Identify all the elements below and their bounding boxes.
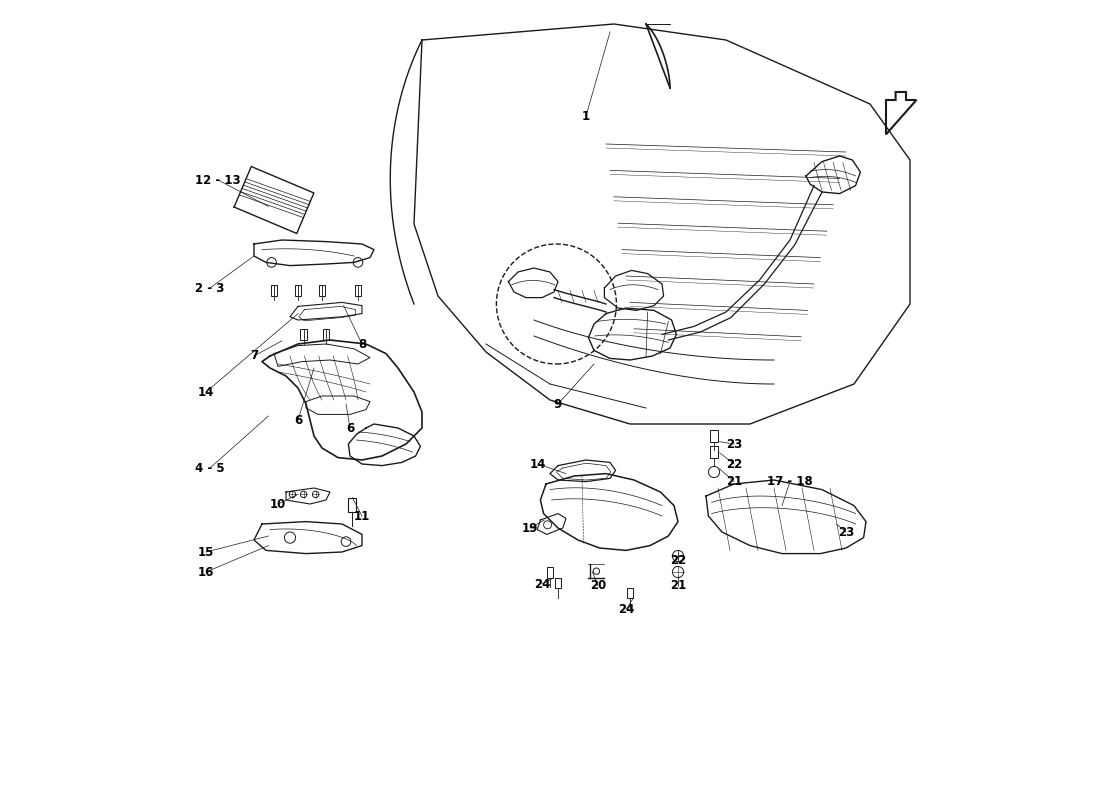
Text: 9: 9 [554,398,562,410]
Text: 2 - 3: 2 - 3 [196,282,224,294]
Text: 12 - 13: 12 - 13 [195,174,241,186]
Bar [554,578,561,588]
Bar [547,567,553,578]
Text: 6: 6 [345,422,354,434]
Text: 23: 23 [726,438,742,450]
Text: 11: 11 [354,510,370,522]
Text: 19: 19 [521,522,538,534]
Text: 8: 8 [358,338,366,350]
Text: 21: 21 [670,579,686,592]
Bar [295,285,301,296]
Text: 10: 10 [270,498,286,510]
Text: 6: 6 [294,414,302,426]
Text: 24: 24 [534,578,550,590]
Bar [319,285,326,296]
Text: 21: 21 [726,475,742,488]
Bar [355,285,361,296]
Bar [300,329,307,340]
Bar [627,588,634,598]
Bar [349,498,356,512]
Text: 24: 24 [618,603,635,616]
Text: 22: 22 [726,458,742,470]
Bar [322,329,329,340]
Text: 17 - 18: 17 - 18 [767,475,813,488]
Bar [710,430,718,442]
Text: 4 - 5: 4 - 5 [195,462,224,474]
Bar [271,285,277,296]
Text: 20: 20 [590,579,606,592]
Text: 7: 7 [250,350,258,362]
Bar [710,446,718,458]
Text: 22: 22 [670,554,686,566]
Text: 15: 15 [198,546,214,558]
Text: 23: 23 [838,526,854,538]
Text: 14: 14 [530,458,547,470]
Text: 14: 14 [198,386,214,398]
Text: 1: 1 [582,110,590,122]
Text: 16: 16 [198,566,214,578]
